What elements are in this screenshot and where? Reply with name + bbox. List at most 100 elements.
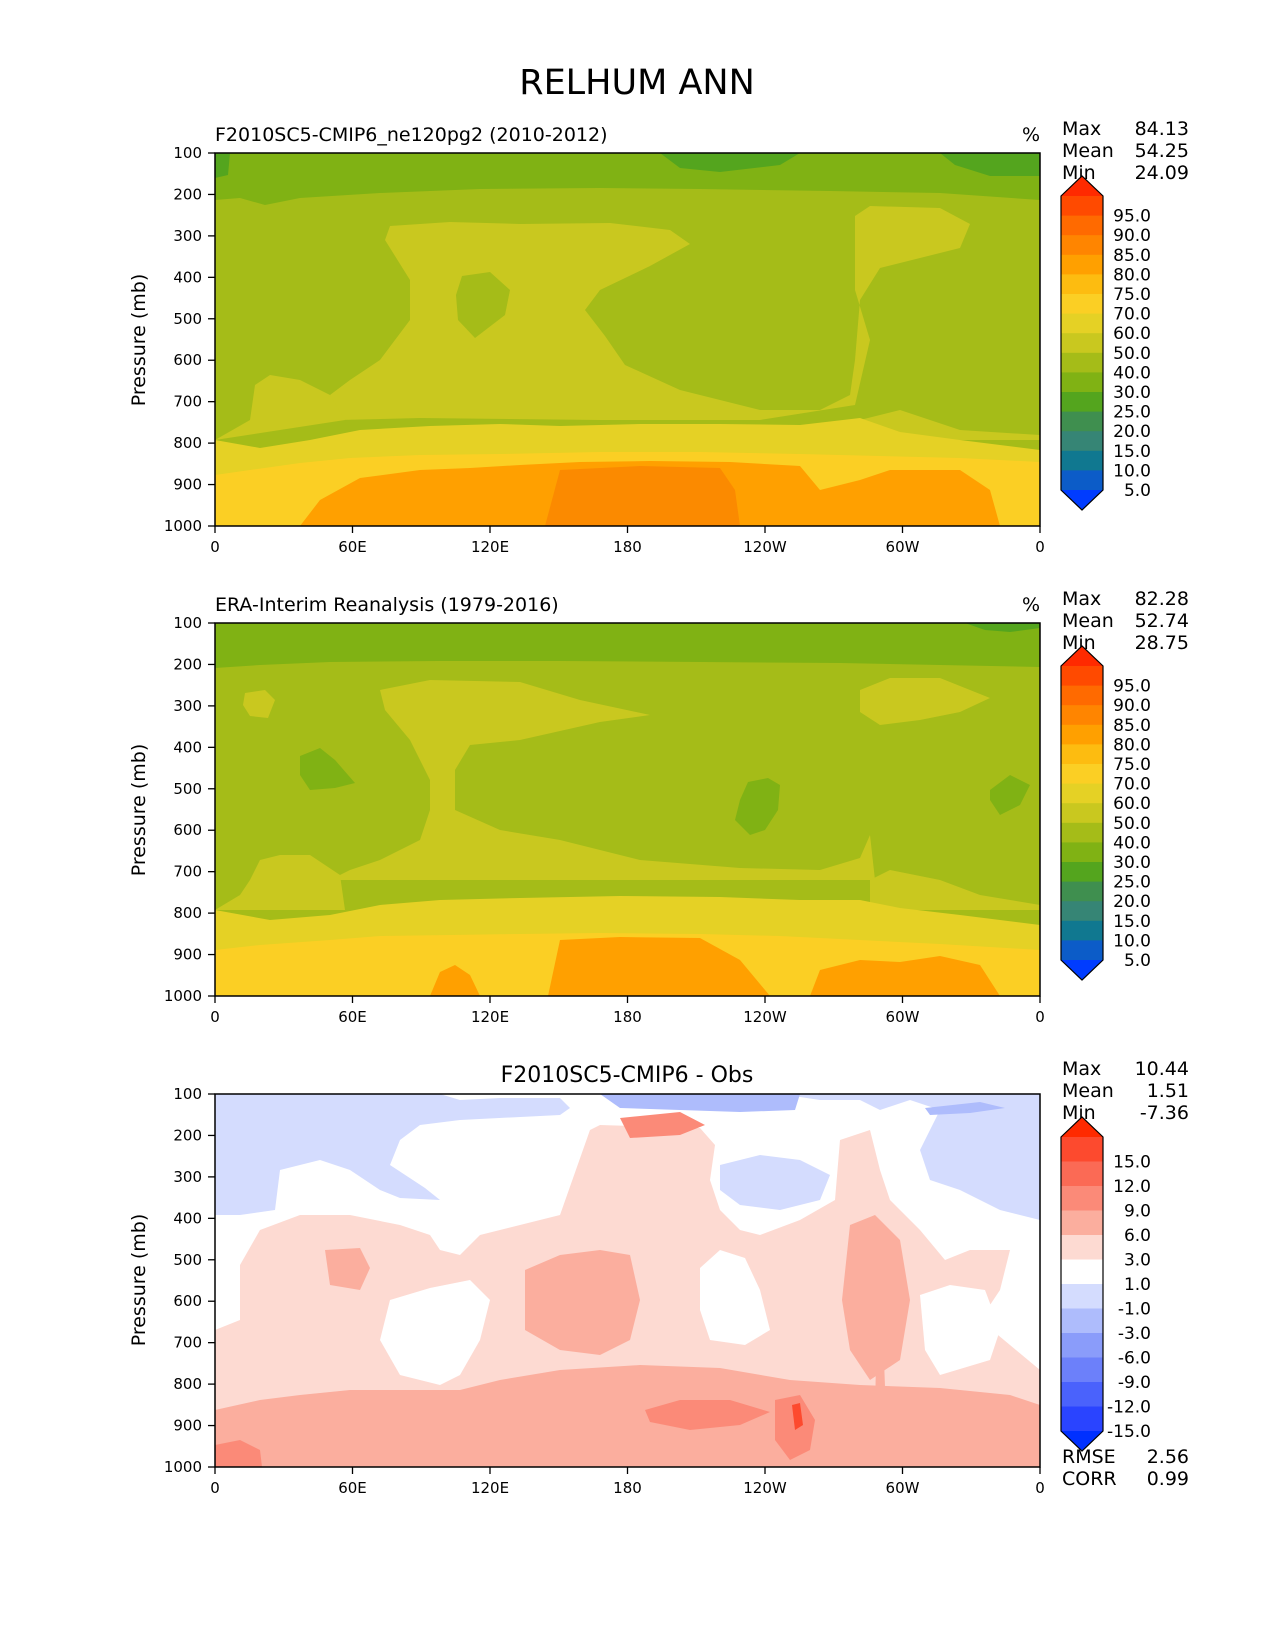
reference-colorbar-segment	[1061, 901, 1103, 922]
reference-colorbar-segment	[1061, 940, 1103, 961]
diff-band-3-6-a	[325, 1248, 370, 1290]
difference-y-tick-label: 700	[173, 1334, 202, 1352]
reference-colorbar-level: 10.0	[1113, 931, 1151, 951]
difference-colorbar-segment	[1061, 1357, 1103, 1383]
reference-colorbar-level: 5.0	[1124, 951, 1151, 971]
difference-colorbar-level: 12.0	[1113, 1177, 1151, 1197]
ref-band-75-80-a	[548, 937, 770, 996]
difference-x-tick-label: 120W	[743, 1479, 787, 1497]
test-colorbar-level: 85.0	[1113, 246, 1151, 266]
reference-colorbar-level: 90.0	[1113, 696, 1151, 716]
reference-colorbar-level: 40.0	[1113, 833, 1151, 853]
test-colorbar-segment	[1061, 352, 1103, 373]
test-y-tick-label: 200	[173, 185, 202, 203]
ref-band-25-30	[965, 623, 1040, 632]
test-colorbar-segment	[1061, 392, 1103, 413]
diff-band-neg3-neg6-b	[925, 1102, 1005, 1115]
reference-contour-field	[215, 623, 1040, 996]
difference-colorbar-level: 1.0	[1124, 1275, 1151, 1295]
test-axes: 0 60E 120E 180 120W 60W 0 100 200 300 400 500 600 700…	[164, 144, 1045, 556]
test-y-tick-label: 800	[173, 434, 202, 452]
reference-units: %	[1022, 594, 1040, 616]
difference-x-tick-label: 60W	[886, 1479, 920, 1497]
test-colorbar-level: 15.0	[1113, 442, 1151, 462]
reference-y-tick-label: 600	[173, 821, 202, 839]
reference-y-axis-label: Pressure (mb)	[128, 744, 150, 877]
test-colorbar-level: 5.0	[1124, 481, 1151, 501]
test-x-tick-label: 60W	[886, 538, 920, 556]
reference-colorbar-level: 80.0	[1113, 735, 1151, 755]
test-units: %	[1022, 124, 1040, 146]
diff-band-6-9-a	[620, 1112, 705, 1138]
reference-x-tick-label: 120W	[743, 1008, 787, 1026]
difference-stat-min-label: Min	[1062, 1102, 1096, 1124]
diff-band-neg1-neg3-a	[215, 1094, 570, 1215]
difference-y-tick-label: 100	[173, 1085, 202, 1103]
panel-test: F2010SC5-CMIP6_ne120pg2 (2010-2012) % Ma…	[128, 118, 1189, 556]
difference-stat-min: -7.36	[1140, 1102, 1189, 1124]
test-x-tick-label: 60E	[338, 538, 367, 556]
difference-y-tick-label: 1000	[164, 1458, 202, 1476]
reference-stat-min: 28.75	[1135, 632, 1189, 654]
test-colorbar-segment	[1061, 274, 1103, 295]
reference-y-tick-label: 800	[173, 904, 202, 922]
ref-band-30-40-pocket-b	[735, 778, 780, 835]
diff-band-near-zero-hole-b	[700, 1250, 770, 1345]
test-colorbar-segment	[1061, 196, 1103, 217]
difference-colorbar-level: -3.0	[1118, 1324, 1151, 1344]
reference-x-tick-label: 0	[210, 1008, 220, 1026]
reference-colorbar-segment	[1061, 783, 1103, 804]
difference-y-tick-label: 500	[173, 1251, 202, 1269]
test-stat-max-label: Max	[1062, 118, 1101, 140]
test-y-tick-label: 400	[173, 268, 202, 286]
test-stat-max: 84.13	[1135, 118, 1189, 140]
difference-colorbar-level: 9.0	[1124, 1202, 1151, 1222]
ref-band-50-60-b	[860, 678, 990, 725]
reference-x-tick-label: 60W	[886, 1008, 920, 1026]
difference-colorbar-level: -9.0	[1118, 1373, 1151, 1393]
test-colorbar-level: 25.0	[1113, 403, 1151, 423]
ref-band-50-60-d	[215, 855, 345, 910]
reference-x-tick-label: 0	[1035, 1008, 1045, 1026]
ref-band-30-40	[215, 623, 1040, 668]
difference-x-tick-label: 0	[210, 1479, 220, 1497]
test-colorbar-segment	[1061, 411, 1103, 432]
reference-colorbar-level: 70.0	[1113, 775, 1151, 795]
diff-band-3-6-c	[842, 1215, 910, 1380]
reference-x-tick-label: 120E	[471, 1008, 509, 1026]
diff-band-neg3-neg6-a	[600, 1094, 800, 1112]
reference-stat-max-label: Max	[1062, 588, 1101, 610]
figure-title: RELHUM ANN	[519, 63, 755, 103]
diff-band-near-zero-hole-a	[380, 1280, 490, 1385]
reference-colorbar-segment	[1061, 685, 1103, 706]
reference-colorbar-outline	[1060, 645, 1104, 981]
reference-axes: 0 60E 120E 180 120W 60W 0 100 200 300 400 500 600 700…	[164, 614, 1045, 1026]
diff-band-12-15	[792, 1403, 803, 1430]
reference-y-tick-label: 200	[173, 655, 202, 673]
difference-colorbar-level: -1.0	[1118, 1300, 1151, 1320]
diff-band-6-9-b	[645, 1400, 770, 1430]
reference-colorbar-segment	[1061, 764, 1103, 785]
test-y-tick-label: 100	[173, 144, 202, 162]
reference-colorbar-level: 50.0	[1113, 814, 1151, 834]
test-band-40-50-pocket	[456, 272, 510, 338]
reference-colorbar-extend-min	[1061, 960, 1103, 980]
test-x-tick-label: 0	[1035, 538, 1045, 556]
test-colorbar-level: 40.0	[1113, 363, 1151, 383]
reference-colorbar-extend-max	[1061, 646, 1103, 666]
difference-colorbar-level: 15.0	[1113, 1153, 1151, 1173]
difference-colorbar-level: 6.0	[1124, 1226, 1151, 1246]
difference-colorbar-extend-max	[1061, 1117, 1103, 1137]
test-colorbar-level: 75.0	[1113, 285, 1151, 305]
reference-colorbar-segment	[1061, 744, 1103, 765]
reference-colorbar-segment	[1061, 705, 1103, 726]
difference-colorbar-segment	[1061, 1161, 1103, 1187]
difference-colorbar: 15.0 12.0 9.0 6.0 3.0 1.0 -1.0 -3.0 -6.0 -9.0 -12.…	[1060, 1116, 1151, 1452]
reference-y-tick-label: 1000	[164, 987, 202, 1005]
test-band-25-30-c	[215, 153, 230, 178]
test-colorbar-segment	[1061, 294, 1103, 315]
test-colorbar-segment	[1061, 215, 1103, 236]
test-colorbar-outline	[1060, 175, 1104, 511]
test-colorbar-extend-max	[1061, 176, 1103, 196]
test-colorbar-extend-min	[1061, 490, 1103, 510]
